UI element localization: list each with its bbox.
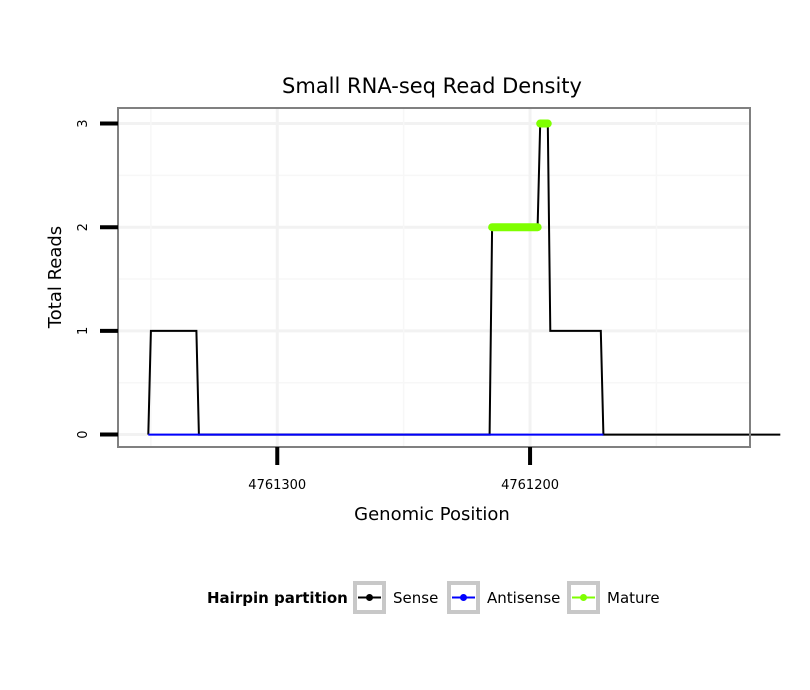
y-axis-title: Total Reads xyxy=(45,226,66,329)
legend-title: Hairpin partition xyxy=(207,589,348,607)
chart-title: Small RNA-seq Read Density xyxy=(282,74,582,98)
y-tick-label: 0 xyxy=(76,430,91,438)
x-tick-label: 4761200 xyxy=(501,478,559,493)
grid xyxy=(118,108,750,447)
plot-panel-border xyxy=(117,107,751,448)
legend-label-sense: Sense xyxy=(393,589,438,607)
y-tick-label: 3 xyxy=(76,119,91,127)
plot-series xyxy=(147,119,781,436)
y-tick-label: 2 xyxy=(76,223,91,231)
mature-legend-point xyxy=(580,594,587,601)
axes: 0 1 2 3 4761300 4761200 xyxy=(76,119,559,493)
antisense-legend-point xyxy=(460,594,467,601)
legend: Hairpin partition Sense Antisense Mature xyxy=(207,581,660,614)
x-tick-label: 4761300 xyxy=(248,478,306,493)
sense-legend-point xyxy=(366,594,373,601)
legend-label-mature: Mature xyxy=(607,589,660,607)
y-tick-label: 1 xyxy=(76,327,91,335)
x-axis-title: Genomic Position xyxy=(354,504,510,525)
legend-label-antisense: Antisense xyxy=(487,589,560,607)
